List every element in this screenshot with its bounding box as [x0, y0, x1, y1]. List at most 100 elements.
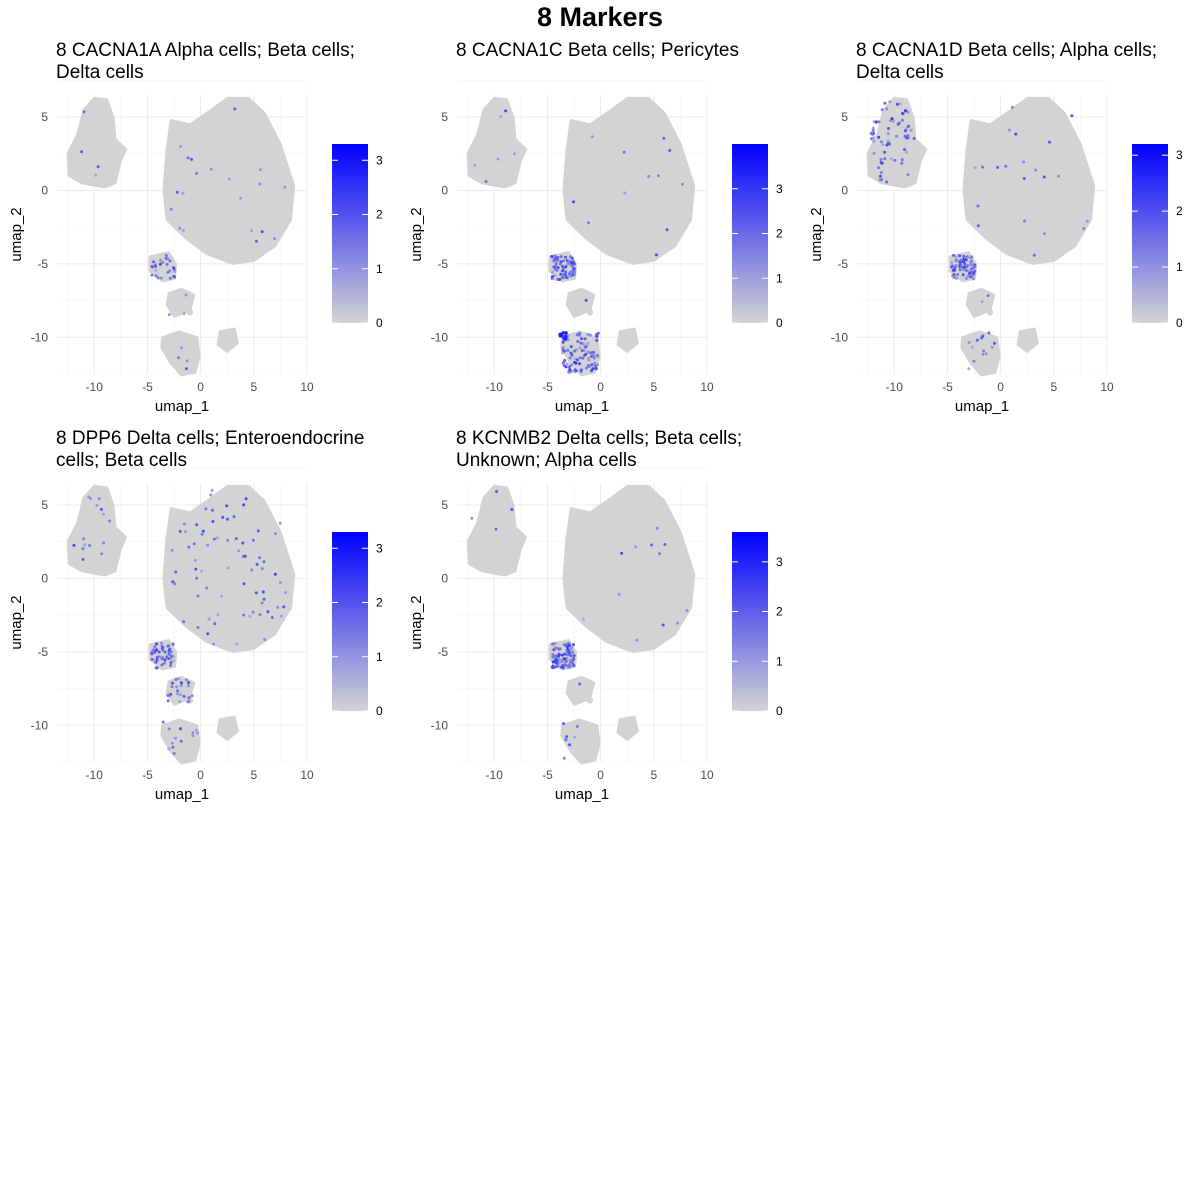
expression-point: [872, 151, 876, 155]
expression-point: [179, 681, 183, 685]
expression-point: [562, 259, 565, 263]
y-tick-label: 5: [41, 110, 48, 124]
expression-point: [261, 590, 265, 594]
expression-point: [566, 647, 570, 651]
cluster-bottom_cluster: [160, 330, 201, 377]
colorbar-tick-label: 0: [1176, 316, 1183, 330]
expression-point: [163, 658, 167, 662]
expression-point: [194, 728, 198, 732]
panel-title: 8 KCNMB2 Delta cells; Beta cells; Unknow…: [456, 428, 743, 471]
expression-point: [984, 352, 988, 356]
colorbar-legend: 3 2 1 0: [732, 532, 783, 718]
expression-point: [567, 272, 571, 276]
cluster-satellite: [622, 720, 630, 728]
expression-point: [570, 261, 574, 265]
expression-point: [563, 336, 568, 341]
expression-point: [279, 614, 283, 618]
expression-point: [556, 266, 560, 270]
expression-point: [566, 348, 570, 352]
expression-point: [173, 275, 177, 279]
expression-point: [592, 354, 595, 357]
cluster-top_left_cluster: [466, 96, 528, 189]
expression-point: [211, 520, 215, 523]
expression-point: [160, 663, 164, 667]
colorbar-tick-label: 3: [376, 153, 383, 167]
expression-point: [961, 273, 965, 277]
expression-point: [1034, 168, 1038, 172]
expression-point: [174, 570, 178, 574]
expression-point: [563, 657, 567, 661]
expression-point: [593, 366, 597, 370]
cluster-satellite: [222, 332, 230, 340]
expression-point: [226, 517, 229, 521]
expression-point: [178, 226, 182, 230]
expression-point: [237, 549, 241, 553]
expression-point: [513, 152, 516, 156]
colorbar-tick-label: 2: [776, 605, 783, 619]
expression-point: [564, 265, 568, 269]
expression-point: [179, 683, 183, 687]
expression-point: [170, 548, 174, 552]
x-tick-label: 10: [300, 768, 314, 782]
expression-point: [971, 264, 975, 268]
expression-point: [1008, 128, 1011, 132]
expression-point: [181, 191, 185, 195]
expression-point: [100, 552, 104, 556]
expression-point: [564, 270, 568, 274]
expression-point: [196, 594, 200, 598]
expression-point: [263, 638, 267, 641]
expression-point: [583, 337, 587, 341]
colorbar-legend: 3 2 1 0: [332, 532, 383, 718]
expression-point: [584, 366, 588, 370]
expression-point: [169, 661, 173, 664]
expression-point: [210, 488, 214, 492]
expression-point: [172, 654, 175, 658]
y-tick-label: 0: [841, 183, 848, 197]
expression-point: [89, 497, 92, 501]
expression-point: [200, 532, 204, 536]
x-tick-label: -10: [86, 768, 104, 782]
cluster-top_left_cluster: [66, 96, 128, 189]
expression-point: [1043, 232, 1046, 236]
expression-point: [165, 262, 169, 266]
expression-point: [590, 363, 594, 367]
expression-point: [1048, 140, 1051, 144]
expression-point: [900, 111, 904, 115]
x-axis-title: umap_1: [955, 398, 1009, 415]
expression-point: [906, 134, 910, 138]
expression-point: [555, 268, 559, 272]
expression-point: [959, 264, 963, 268]
expression-point: [572, 657, 576, 661]
expression-point: [961, 260, 965, 264]
x-tick-label: -5: [942, 380, 953, 394]
expression-point: [209, 167, 213, 171]
expression-point: [82, 537, 86, 541]
expression-point: [215, 536, 219, 540]
expression-point: [676, 621, 679, 625]
cluster-satellite: [586, 309, 594, 316]
expression-point: [553, 641, 557, 645]
expression-point: [242, 613, 246, 617]
cluster-satellite: [1022, 332, 1030, 340]
expression-point: [573, 272, 576, 276]
expression-point: [209, 493, 213, 497]
cluster-right_small: [216, 327, 239, 353]
expression-point: [587, 221, 590, 225]
expression-point: [1022, 177, 1026, 180]
expression-point: [572, 654, 576, 658]
expression-point: [883, 157, 887, 161]
expression-point: [260, 601, 264, 605]
expression-point: [195, 172, 199, 175]
cluster-right_small: [616, 715, 639, 741]
x-tick-label: -5: [142, 768, 153, 782]
cell-clusters: [66, 96, 296, 377]
expression-point: [871, 126, 875, 130]
y-tick-label: 0: [41, 183, 48, 197]
expression-point: [952, 253, 956, 257]
expression-point: [164, 257, 168, 260]
expression-point: [561, 340, 565, 344]
x-axis-title: umap_1: [155, 398, 209, 415]
expression-point: [187, 545, 191, 549]
expression-point: [161, 648, 165, 652]
colorbar-tick-label: 1: [376, 650, 383, 664]
